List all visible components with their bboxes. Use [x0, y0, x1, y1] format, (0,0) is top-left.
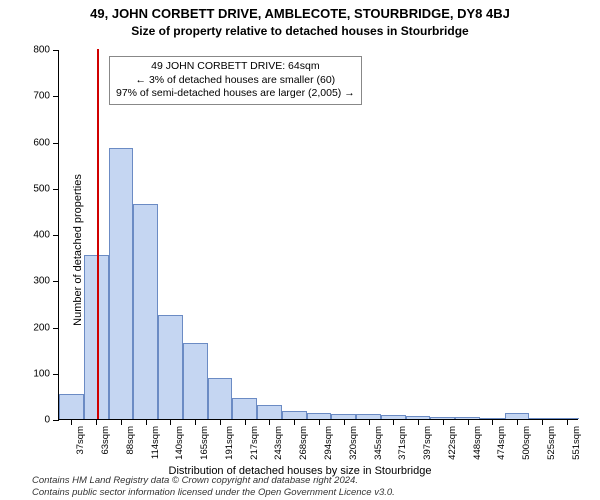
- footer-line2: Contains public sector information licen…: [32, 487, 395, 498]
- x-tick-label: 140sqm: [174, 426, 185, 472]
- x-tick: [492, 419, 493, 425]
- annotation-box: 49 JOHN CORBETT DRIVE: 64sqm ← 3% of det…: [109, 56, 362, 105]
- x-tick: [195, 419, 196, 425]
- x-tick-label: 448sqm: [472, 426, 483, 472]
- x-tick-label: 294sqm: [323, 426, 334, 472]
- x-tick: [344, 419, 345, 425]
- y-tick: [53, 281, 59, 282]
- x-tick: [517, 419, 518, 425]
- x-tick-label: 165sqm: [199, 426, 210, 472]
- bar: [183, 343, 208, 419]
- y-tick-label: 800: [20, 45, 50, 56]
- footer-line1: Contains HM Land Registry data © Crown c…: [32, 475, 395, 486]
- y-tick: [53, 50, 59, 51]
- bar: [257, 405, 282, 419]
- x-tick: [269, 419, 270, 425]
- x-tick: [121, 419, 122, 425]
- bar: [59, 394, 84, 419]
- annotation-line3: 97% of semi-detached houses are larger (…: [116, 87, 355, 101]
- property-marker-line: [97, 49, 99, 419]
- annotation-line1: 49 JOHN CORBETT DRIVE: 64sqm: [116, 60, 355, 74]
- x-tick-label: 551sqm: [571, 426, 582, 472]
- y-tick-label: 600: [20, 137, 50, 148]
- y-tick: [53, 420, 59, 421]
- bar: [282, 411, 307, 419]
- x-tick: [443, 419, 444, 425]
- x-tick: [319, 419, 320, 425]
- footer-attribution: Contains HM Land Registry data © Crown c…: [32, 475, 395, 498]
- x-tick-label: 114sqm: [150, 426, 161, 472]
- x-tick-label: 422sqm: [447, 426, 458, 472]
- y-tick-label: 200: [20, 322, 50, 333]
- x-tick-label: 371sqm: [397, 426, 408, 472]
- x-tick: [294, 419, 295, 425]
- x-tick-label: 525sqm: [546, 426, 557, 472]
- x-tick: [418, 419, 419, 425]
- x-tick: [542, 419, 543, 425]
- x-tick-label: 191sqm: [224, 426, 235, 472]
- x-tick: [468, 419, 469, 425]
- x-tick: [146, 419, 147, 425]
- annotation-line2: ← 3% of detached houses are smaller (60): [116, 74, 355, 88]
- x-tick-label: 37sqm: [75, 426, 86, 472]
- x-tick-label: 243sqm: [273, 426, 284, 472]
- x-tick-label: 474sqm: [496, 426, 507, 472]
- x-tick: [220, 419, 221, 425]
- chart-title-line2: Size of property relative to detached ho…: [0, 24, 600, 38]
- y-tick-label: 700: [20, 91, 50, 102]
- y-tick-label: 0: [20, 415, 50, 426]
- bar: [158, 315, 183, 419]
- y-tick: [53, 328, 59, 329]
- y-tick: [53, 143, 59, 144]
- bar: [133, 204, 158, 419]
- x-tick-label: 345sqm: [373, 426, 384, 472]
- y-tick: [53, 374, 59, 375]
- x-tick-label: 63sqm: [100, 426, 111, 472]
- x-tick: [170, 419, 171, 425]
- plot-area: 0100200300400500600700800 37sqm63sqm88sq…: [58, 50, 578, 420]
- x-tick: [567, 419, 568, 425]
- y-tick-label: 300: [20, 276, 50, 287]
- y-tick-label: 400: [20, 230, 50, 241]
- x-tick-label: 320sqm: [348, 426, 359, 472]
- x-tick-label: 268sqm: [298, 426, 309, 472]
- x-tick-label: 88sqm: [125, 426, 136, 472]
- x-tick-label: 500sqm: [521, 426, 532, 472]
- x-tick: [369, 419, 370, 425]
- chart-title-line1: 49, JOHN CORBETT DRIVE, AMBLECOTE, STOUR…: [0, 6, 600, 21]
- y-tick-label: 100: [20, 368, 50, 379]
- x-tick: [393, 419, 394, 425]
- bar: [232, 398, 257, 419]
- x-tick-label: 217sqm: [249, 426, 260, 472]
- y-tick: [53, 235, 59, 236]
- y-tick: [53, 96, 59, 97]
- y-tick: [53, 189, 59, 190]
- x-tick: [96, 419, 97, 425]
- bar: [208, 378, 233, 419]
- x-tick: [245, 419, 246, 425]
- x-tick-label: 397sqm: [422, 426, 433, 472]
- bar: [109, 148, 134, 419]
- y-tick-label: 500: [20, 183, 50, 194]
- x-tick: [71, 419, 72, 425]
- chart-container: 49, JOHN CORBETT DRIVE, AMBLECOTE, STOUR…: [0, 0, 600, 500]
